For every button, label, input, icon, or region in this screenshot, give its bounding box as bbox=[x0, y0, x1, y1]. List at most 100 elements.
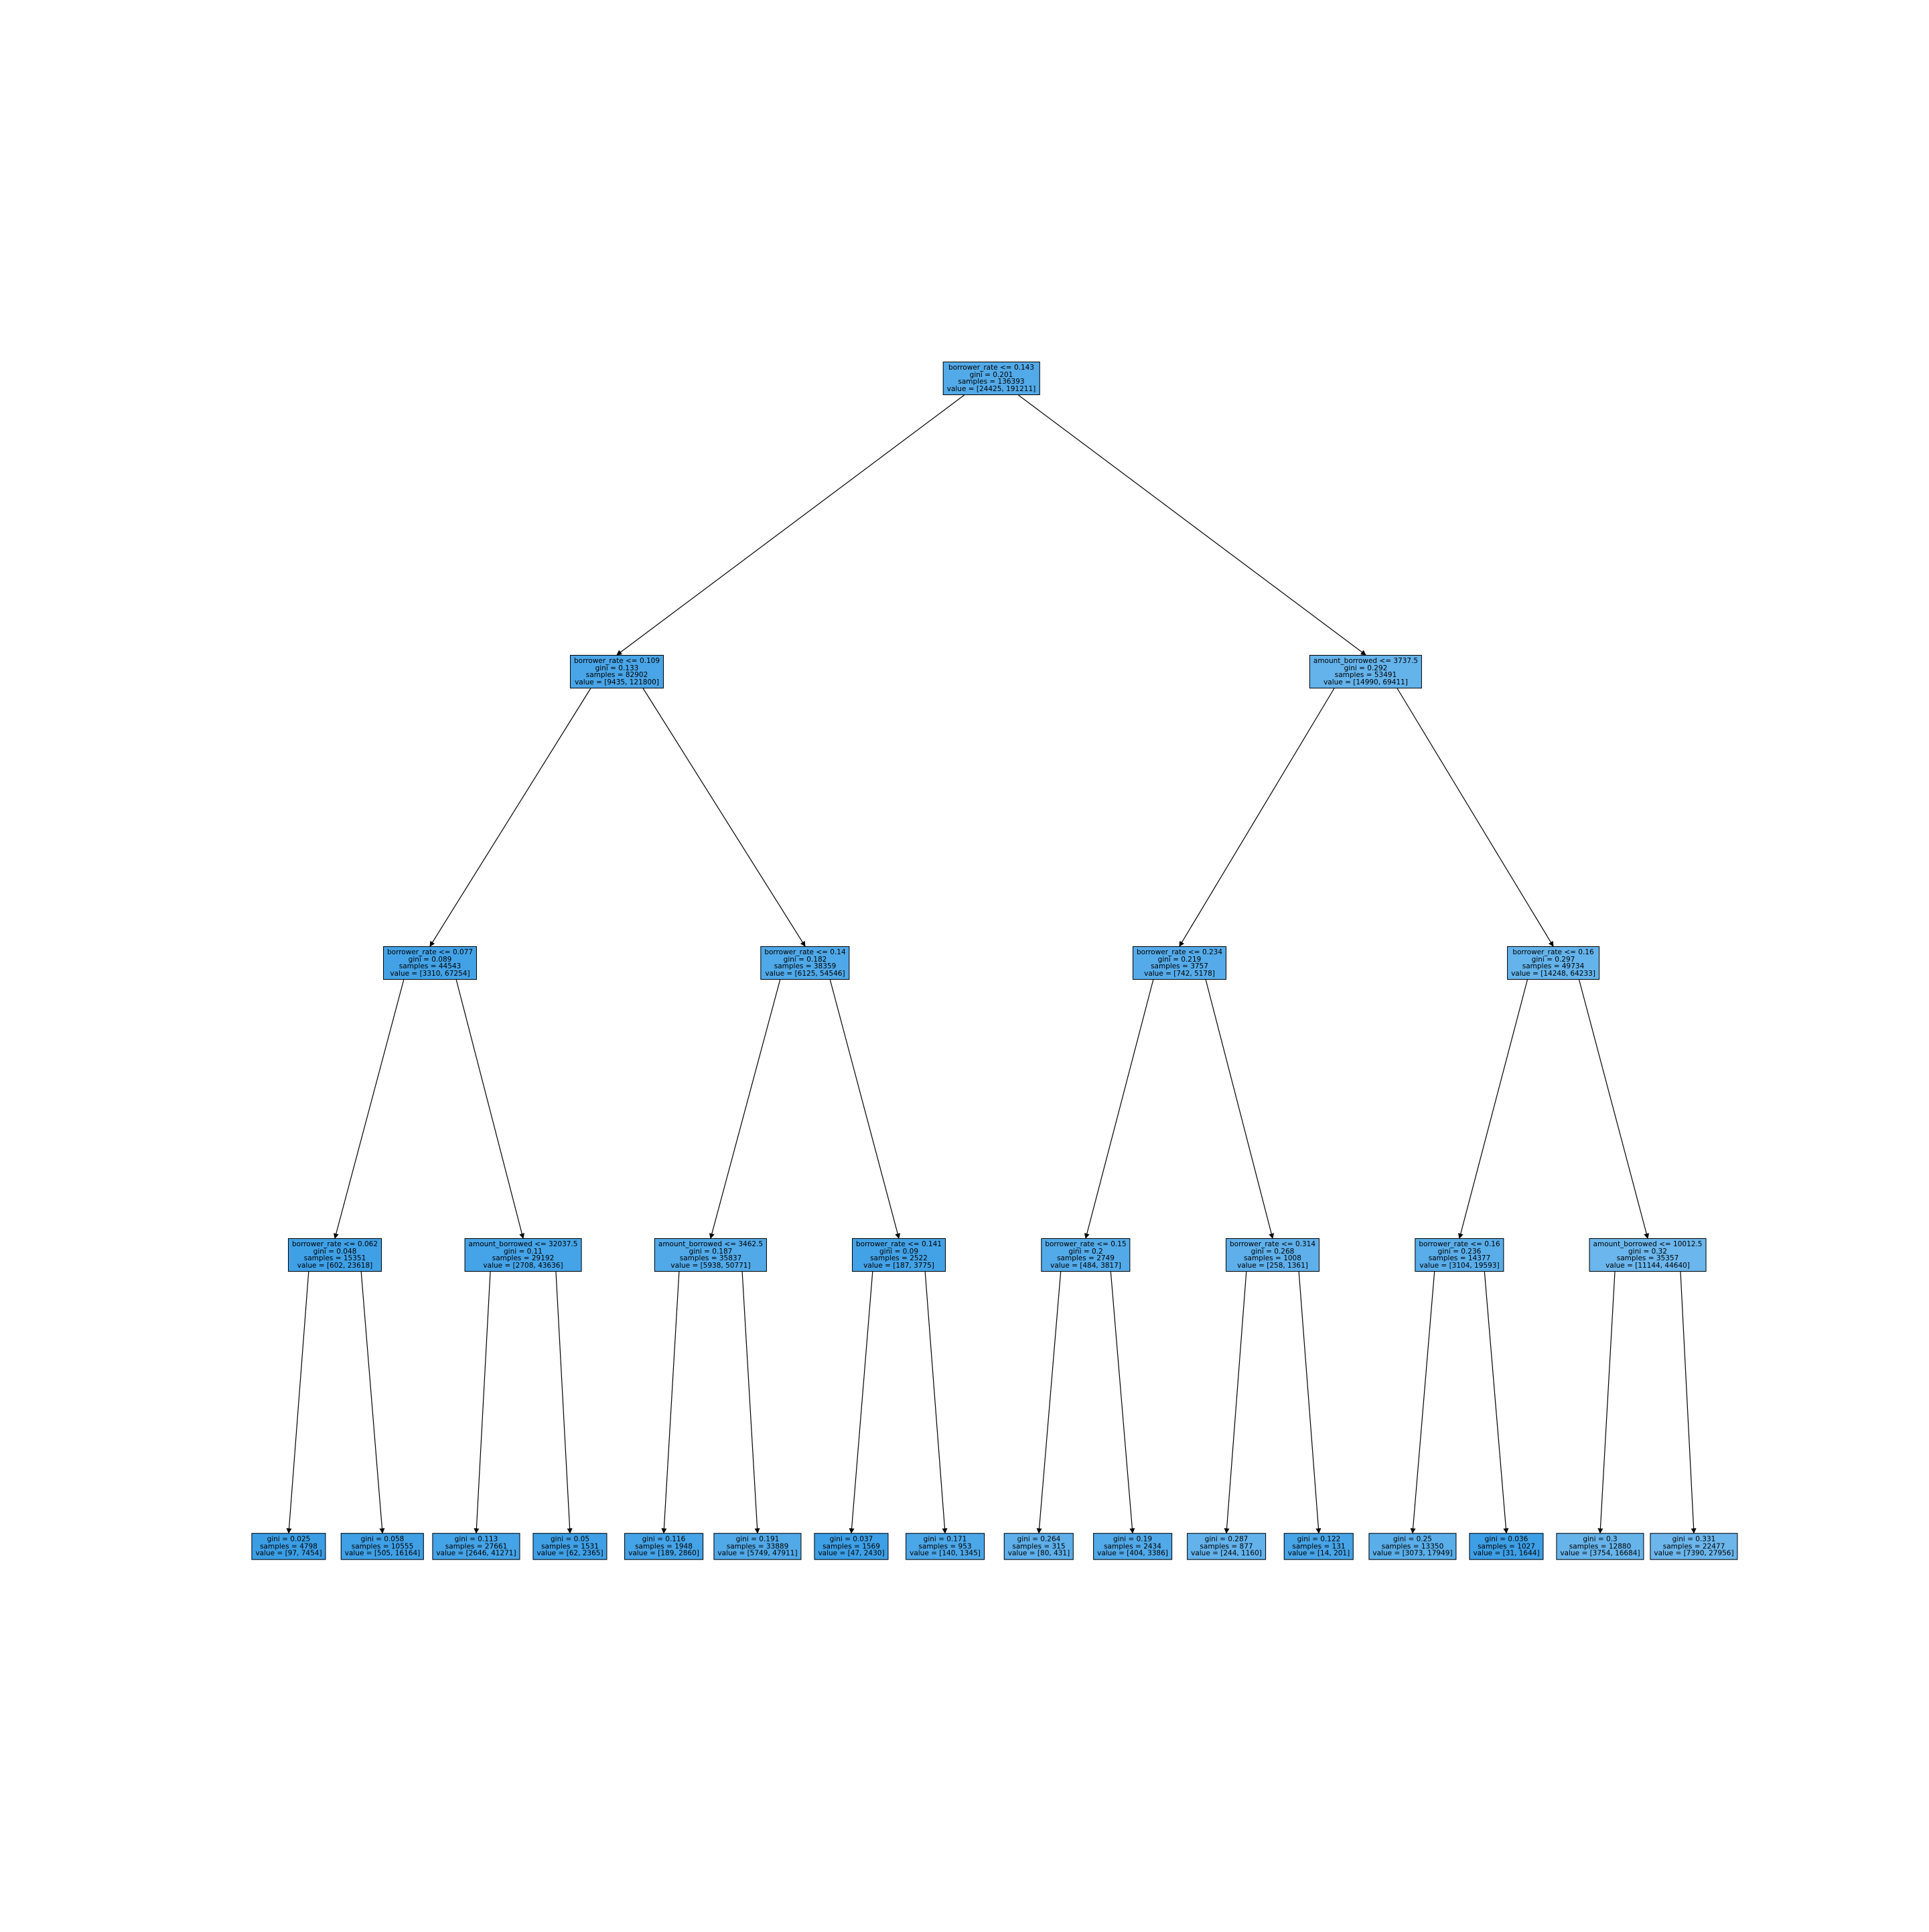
node-value-text: value = [484, 3817] bbox=[1050, 1261, 1121, 1270]
node-samples-text: samples = 10555 bbox=[351, 1542, 414, 1550]
tree-node-leaf: gini = 0.116 samples = 1948 value = [189, … bbox=[624, 1533, 703, 1560]
tree-node-split: borrower_rate <= 0.314 gini = 0.268 sample… bbox=[1225, 1238, 1320, 1272]
node-value-text: value = [3073, 17949] bbox=[1372, 1549, 1453, 1558]
node-value-text: value = [31, 1644] bbox=[1473, 1549, 1540, 1558]
tree-edge bbox=[709, 979, 781, 1239]
tree-edge bbox=[924, 1271, 948, 1534]
node-gini-text: gini = 0.187 bbox=[689, 1247, 733, 1256]
tree-node-leaf: gini = 0.113 samples = 27661 value = [2646… bbox=[432, 1533, 520, 1560]
node-split-text: borrower_rate <= 0.314 bbox=[1229, 1240, 1316, 1248]
node-split-text: amount_borrowed <= 3737.5 bbox=[1313, 657, 1419, 665]
tree-edge bbox=[661, 1271, 680, 1534]
tree-edge bbox=[1036, 1271, 1062, 1534]
node-gini-text: gini = 0.201 bbox=[969, 370, 1013, 379]
tree-node-leaf: gini = 0.036 samples = 1027 value = [31, 1… bbox=[1469, 1533, 1544, 1560]
node-value-text: value = [14, 201] bbox=[1287, 1549, 1350, 1558]
node-split-text: borrower_rate <= 0.16 bbox=[1512, 948, 1594, 956]
tree-node-split: borrower_rate <= 0.062 gini = 0.048 sample… bbox=[287, 1238, 382, 1272]
node-samples-text: samples = 1948 bbox=[635, 1542, 693, 1550]
node-value-text: value = [140, 1345] bbox=[910, 1549, 981, 1558]
node-gini-text: gini = 0.09 bbox=[879, 1247, 919, 1256]
tree-edge bbox=[1680, 1271, 1697, 1534]
node-value-text: value = [404, 3386] bbox=[1097, 1549, 1168, 1558]
node-samples-text: samples = 2522 bbox=[870, 1254, 928, 1262]
node-split-text: borrower_rate <= 0.15 bbox=[1045, 1240, 1127, 1248]
node-gini-text: gini = 0.036 bbox=[1484, 1535, 1528, 1544]
node-value-text: value = [97, 7454] bbox=[255, 1549, 322, 1558]
tree-edge bbox=[360, 1271, 385, 1534]
node-gini-text: gini = 0.219 bbox=[1157, 955, 1202, 964]
tree-edge bbox=[1597, 1271, 1616, 1534]
node-value-text: value = [5749, 47911] bbox=[717, 1549, 798, 1558]
tree-edge bbox=[286, 1271, 309, 1534]
node-samples-text: samples = 1531 bbox=[541, 1542, 599, 1550]
node-gini-text: gini = 0.32 bbox=[1628, 1247, 1667, 1256]
tree-edge bbox=[642, 688, 806, 947]
tree-edge bbox=[1410, 1271, 1435, 1534]
node-samples-text: samples = 35837 bbox=[679, 1254, 742, 1262]
node-gini-text: gini = 0.268 bbox=[1251, 1247, 1295, 1256]
node-samples-text: samples = 2434 bbox=[1104, 1542, 1161, 1550]
node-value-text: value = [14248, 64233] bbox=[1511, 969, 1595, 978]
tree-node-leaf: gini = 0.191 samples = 33889 value = [5749… bbox=[713, 1533, 802, 1560]
node-split-text: amount_borrowed <= 3462.5 bbox=[658, 1240, 764, 1248]
node-split-text: amount_borrowed <= 10012.5 bbox=[1593, 1240, 1703, 1248]
node-samples-text: samples = 315 bbox=[1012, 1542, 1066, 1550]
node-gini-text: gini = 0.182 bbox=[783, 955, 827, 964]
tree-node-leaf: gini = 0.025 samples = 4798 value = [97, 7… bbox=[251, 1533, 326, 1560]
node-gini-text: gini = 0.287 bbox=[1204, 1535, 1248, 1544]
node-gini-text: gini = 0.25 bbox=[1392, 1535, 1432, 1544]
node-gini-text: gini = 0.297 bbox=[1531, 955, 1575, 964]
tree-node-split: borrower_rate <= 0.234 gini = 0.219 sample… bbox=[1132, 946, 1227, 980]
node-samples-text: samples = 1569 bbox=[823, 1542, 880, 1550]
tree-edge bbox=[1205, 979, 1275, 1239]
tree-node-split: amount_borrowed <= 3737.5 gini = 0.292 sam… bbox=[1309, 655, 1423, 688]
node-samples-text: samples = 2749 bbox=[1057, 1254, 1115, 1262]
node-samples-text: samples = 53491 bbox=[1334, 671, 1397, 679]
node-value-text: value = [244, 1160] bbox=[1191, 1549, 1262, 1558]
node-split-text: borrower_rate <= 0.143 bbox=[948, 364, 1035, 372]
node-gini-text: gini = 0.19 bbox=[1113, 1535, 1153, 1544]
node-gini-text: gini = 0.122 bbox=[1297, 1535, 1341, 1544]
tree-node-split: borrower_rate <= 0.077 gini = 0.089 sample… bbox=[382, 946, 478, 980]
node-samples-text: samples = 12880 bbox=[1569, 1542, 1632, 1550]
node-gini-text: gini = 0.171 bbox=[923, 1535, 967, 1544]
node-samples-text: samples = 29192 bbox=[492, 1254, 555, 1262]
node-gini-text: gini = 0.116 bbox=[642, 1535, 686, 1544]
tree-edge bbox=[1084, 979, 1154, 1239]
tree-node-split: borrower_rate <= 0.16 gini = 0.236 samples… bbox=[1415, 1238, 1504, 1272]
node-samples-text: samples = 33889 bbox=[726, 1542, 789, 1550]
tree-node-split: borrower_rate <= 0.16 gini = 0.297 samples… bbox=[1507, 946, 1599, 980]
node-samples-text: samples = 14377 bbox=[1428, 1254, 1491, 1262]
tree-node-leaf: gini = 0.25 samples = 13350 value = [3073,… bbox=[1368, 1533, 1457, 1560]
tree-edge bbox=[474, 1271, 491, 1534]
node-samples-text: samples = 877 bbox=[1200, 1542, 1253, 1550]
node-value-text: value = [3104, 19593] bbox=[1419, 1261, 1500, 1270]
tree-edge bbox=[829, 979, 901, 1239]
tree-edge bbox=[1110, 1271, 1135, 1534]
node-value-text: value = [189, 2860] bbox=[628, 1549, 699, 1558]
tree-node-split: amount_borrowed <= 10012.5 gini = 0.32 sam… bbox=[1589, 1238, 1707, 1272]
node-value-text: value = [24425, 191211] bbox=[946, 384, 1036, 393]
node-gini-text: gini = 0.025 bbox=[267, 1535, 311, 1544]
tree-edge bbox=[555, 1271, 573, 1534]
node-gini-text: gini = 0.264 bbox=[1017, 1535, 1061, 1544]
node-split-text: borrower_rate <= 0.109 bbox=[573, 657, 660, 665]
node-samples-text: samples = 131 bbox=[1292, 1542, 1346, 1550]
node-value-text: value = [742, 5178] bbox=[1144, 969, 1215, 978]
tree-edge bbox=[1579, 979, 1650, 1239]
node-samples-text: samples = 953 bbox=[918, 1542, 972, 1550]
tree-node-leaf: gini = 0.05 samples = 1531 value = [62, 23… bbox=[532, 1533, 608, 1560]
node-gini-text: gini = 0.058 bbox=[360, 1535, 405, 1544]
node-value-text: value = [47, 2430] bbox=[818, 1549, 885, 1558]
tree-edge bbox=[1484, 1271, 1509, 1534]
node-split-text: amount_borrowed <= 32037.5 bbox=[468, 1240, 578, 1248]
tree-node-leaf: gini = 0.264 samples = 315 value = [80, 43… bbox=[1003, 1533, 1074, 1560]
node-gini-text: gini = 0.331 bbox=[1672, 1535, 1716, 1544]
node-value-text: value = [6125, 54546] bbox=[765, 969, 845, 978]
tree-node-split: borrower_rate <= 0.109 gini = 0.133 sample… bbox=[569, 655, 664, 688]
node-samples-text: samples = 82902 bbox=[585, 671, 648, 679]
tree-edge bbox=[1298, 1271, 1321, 1534]
